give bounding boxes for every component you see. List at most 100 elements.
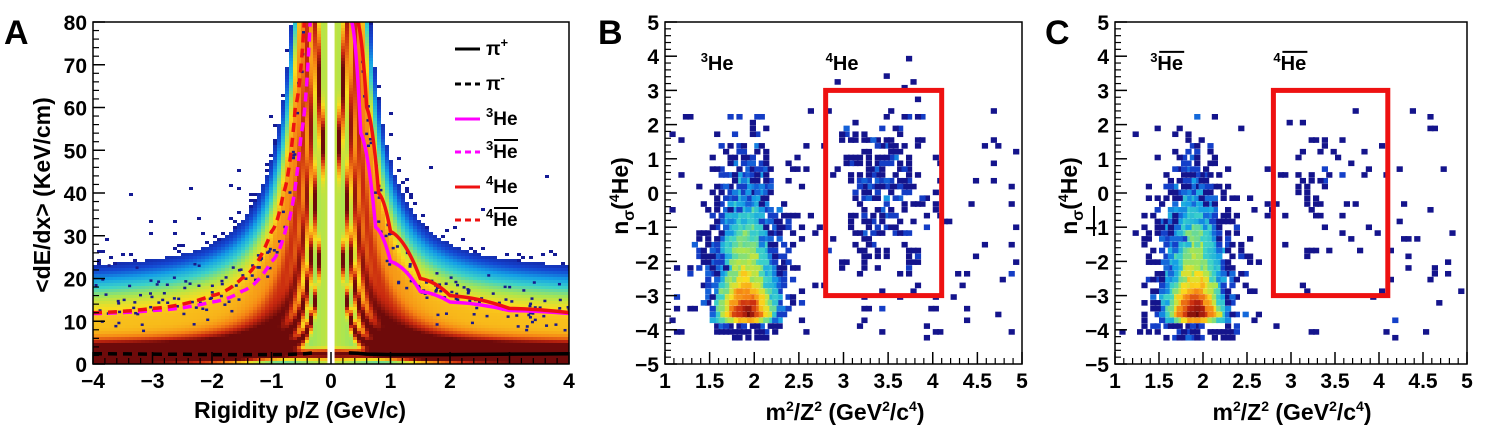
density-cell xyxy=(309,118,313,121)
density-cell xyxy=(289,226,293,229)
density-cell xyxy=(305,265,309,268)
density-cell xyxy=(301,115,305,118)
density-cell xyxy=(349,226,353,229)
density-cell xyxy=(285,160,289,163)
density-cell xyxy=(165,268,169,271)
density-cell xyxy=(309,244,313,247)
density-cell xyxy=(121,316,125,319)
density-cell xyxy=(301,205,305,208)
density-cell xyxy=(249,295,253,298)
density-cell xyxy=(149,277,153,280)
density-cell xyxy=(237,259,241,262)
density-cell xyxy=(365,139,369,142)
density-cell xyxy=(345,208,349,211)
density-cell xyxy=(261,358,265,361)
density-cell xyxy=(117,289,121,292)
density-cell xyxy=(289,205,293,208)
density-cell xyxy=(345,163,349,166)
density-cell xyxy=(221,307,225,310)
density-cell xyxy=(105,322,109,325)
density-cell xyxy=(153,268,157,271)
density-cell xyxy=(365,190,369,193)
density-cell xyxy=(101,328,105,331)
density-cell xyxy=(213,241,217,244)
density-cell xyxy=(225,307,229,310)
density-cell xyxy=(209,307,213,310)
density-cell xyxy=(353,199,357,202)
density-cell xyxy=(109,319,113,322)
density-cell xyxy=(265,322,269,325)
density-cell xyxy=(361,169,365,172)
density-cell xyxy=(317,82,321,85)
density-cell xyxy=(385,154,389,157)
density-cell xyxy=(253,286,257,289)
density-cell xyxy=(273,160,277,163)
density-cell xyxy=(241,307,245,310)
density-cell xyxy=(285,271,289,274)
density-cell xyxy=(349,271,353,274)
density-cell xyxy=(309,190,313,193)
density-cell xyxy=(241,337,245,340)
density-cell xyxy=(221,238,225,241)
density-cell xyxy=(325,223,329,226)
density-cell xyxy=(345,292,349,295)
density-cell xyxy=(173,322,177,325)
density-cell xyxy=(277,130,281,133)
density-cell xyxy=(241,355,245,358)
density-cell xyxy=(321,25,325,28)
density-cell xyxy=(93,325,97,328)
density-cell xyxy=(297,145,301,148)
density-cell xyxy=(273,151,277,154)
density-cell xyxy=(349,145,353,148)
density-cell xyxy=(381,298,385,301)
density-cell xyxy=(249,322,253,325)
density-cell xyxy=(193,319,197,322)
density-cell xyxy=(297,91,301,94)
density-cell xyxy=(305,103,309,106)
density-cell xyxy=(289,55,293,58)
density-cell xyxy=(225,274,229,277)
density-cell xyxy=(249,244,253,247)
density-cell xyxy=(377,211,381,214)
density-cell xyxy=(321,115,325,118)
density-cell xyxy=(333,196,337,199)
density-cell xyxy=(285,310,289,313)
density-cell xyxy=(373,184,377,187)
density-cell xyxy=(377,322,381,325)
density-cell xyxy=(353,124,357,127)
density-cell xyxy=(337,142,341,145)
density-cell xyxy=(325,205,329,208)
density-cell xyxy=(289,109,293,112)
density-cell xyxy=(369,202,373,205)
density-cell xyxy=(249,247,253,250)
density-cell xyxy=(353,310,357,313)
density-cell xyxy=(321,91,325,94)
density-cell xyxy=(293,295,297,298)
density-cell xyxy=(137,262,141,265)
density-cell xyxy=(349,58,353,61)
density-cell xyxy=(297,274,301,277)
density-cell xyxy=(273,205,277,208)
density-cell xyxy=(213,259,217,262)
density-cell xyxy=(361,298,365,301)
density-cell xyxy=(289,103,293,106)
density-cell xyxy=(341,352,345,355)
density-cell xyxy=(241,292,245,295)
density-cell xyxy=(325,190,329,193)
density-cell xyxy=(385,205,389,208)
density-cell xyxy=(337,121,341,124)
density-cell xyxy=(369,214,373,217)
density-cell xyxy=(133,322,137,325)
density-cell xyxy=(289,112,293,115)
density-cell xyxy=(325,166,329,169)
density-cell xyxy=(349,139,353,142)
density-cell xyxy=(237,262,241,265)
density-cell xyxy=(345,22,349,25)
density-cell xyxy=(253,208,257,211)
density-cell xyxy=(313,310,317,313)
density-cell xyxy=(365,127,369,130)
density-cell xyxy=(177,346,181,349)
density-cell xyxy=(321,37,325,40)
density-cell xyxy=(325,142,329,145)
density-cell xyxy=(289,250,293,253)
